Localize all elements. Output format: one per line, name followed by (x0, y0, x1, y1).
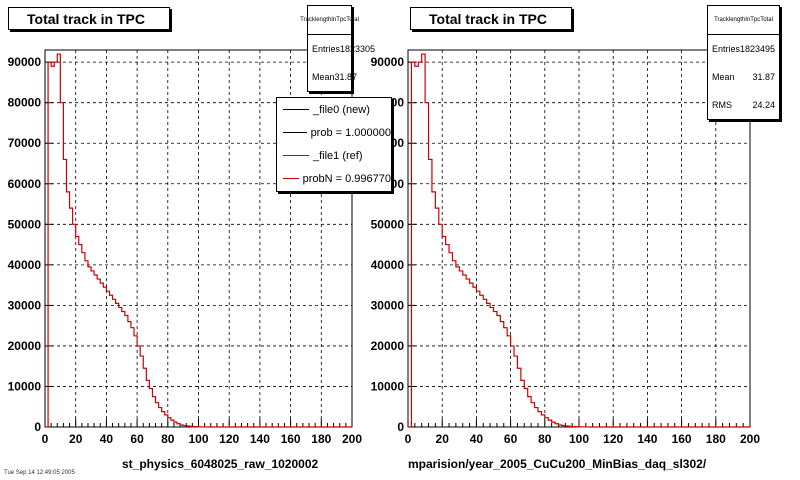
panel1-x-tick-label: 120 (219, 432, 239, 446)
panel2-x-tick-label: 20 (436, 432, 450, 446)
panel1-y-tick-label: 90000 (8, 55, 42, 69)
legend-line-ref (283, 155, 309, 156)
panel2-y-tick-label: 30000 (371, 298, 405, 312)
panel2-stats-rms-label: RMS (712, 100, 732, 110)
panel2-stats-mean-label: Mean (712, 72, 735, 82)
panel1-stats-mean-value: 31.87 (334, 72, 358, 82)
panel1-y-tick-label: 0 (34, 420, 41, 434)
footer-stamp: Tue Sep 14 12:49:05 2005 (4, 470, 75, 476)
panel2-y-tick-label: 20000 (371, 339, 405, 353)
panel1-stats-entries-value: 1823305 (340, 44, 376, 54)
legend-line-probn (283, 178, 299, 179)
panel1-stats-mean-row: Mean 31.87 (308, 63, 357, 91)
panel1-title: Total track in TPC (8, 7, 170, 30)
panel1-y-tick-label: 60000 (8, 177, 42, 191)
panel2-x-tick-label: 40 (470, 432, 484, 446)
legend-entry: prob = 1.000000 (277, 121, 391, 144)
panel2-x-tick-label: 60 (504, 432, 518, 446)
panel2-x-tick-label: 100 (569, 432, 589, 446)
panel1-y-tick-label: 70000 (8, 136, 42, 150)
panel1-y-tick-label: 20000 (8, 339, 42, 353)
panel2-y-tick-label: 10000 (371, 379, 405, 393)
panel1-x-tick-label: 80 (161, 432, 175, 446)
panel2-title: Total track in TPC (410, 7, 572, 30)
panel2-x-tick-label: 180 (706, 432, 726, 446)
panel1-x-tick-label: 140 (250, 432, 270, 446)
panel2-y-tick-label: 40000 (371, 258, 405, 272)
panel1-stats-entries-label: Entries (312, 44, 341, 54)
panel1-y-tick-label: 80000 (8, 96, 42, 110)
panel1-x-title: st_physics_6048025_raw_1020002 (122, 457, 319, 471)
panel2-stats-entries-row: Entries 1823495 (708, 35, 779, 63)
panel2-stats-box: TracklengthInTpcTotal Entries 1823495 Me… (707, 5, 780, 120)
legend-entry: probN = 0.996770 (277, 167, 391, 190)
panel2-stats-name: TracklengthInTpcTotal (708, 6, 779, 35)
panel1-x-tick-label: 60 (130, 432, 144, 446)
panel1-legend: _file0 (new) prob = 1.000000 _file1 (ref… (276, 97, 392, 192)
panel1-y-tick-label: 30000 (8, 298, 42, 312)
panel2-stats-rms-row: RMS 24.24 (708, 91, 779, 119)
panel2-stats-mean-row: Mean 31.87 (708, 63, 779, 91)
panel2-x-tick-label: 120 (603, 432, 623, 446)
panel2-stats-entries-label: Entries (712, 44, 741, 54)
panel1-x-tick-label: 100 (188, 432, 208, 446)
legend-entry: _file1 (ref) (277, 144, 391, 167)
panel2-x-tick-label: 200 (740, 432, 760, 446)
panel1-y-tick-label: 40000 (8, 258, 42, 272)
panel1-stats-box: TracklengthInTpcTotal Entries 1823305 Me… (300, 5, 375, 92)
legend-line-new (283, 109, 309, 110)
legend-line-prob (283, 132, 307, 133)
panel1-x-tick-label: 20 (69, 432, 83, 446)
panel2-stats-entries-value: 1823495 (740, 44, 776, 54)
panel2-x-title: mparision/year_2005_CuCu200_MinBias_daq_… (408, 457, 707, 471)
legend-label: _file1 (ref) (313, 149, 363, 162)
legend-entry: _file0 (new) (277, 98, 391, 121)
legend-label: _file0 (new) (313, 103, 370, 116)
legend-label: probN = 0.996770 (302, 172, 391, 185)
panel2-stats-rms-value: 24.24 (752, 100, 775, 110)
panel2-y-tick-label: 50000 (371, 217, 405, 231)
panel2-x-tick-label: 80 (538, 432, 552, 446)
panel2-y-tick-label: 0 (397, 420, 404, 434)
panel1-x-tick-label: 160 (281, 432, 301, 446)
panel2-x-tick-label: 0 (405, 432, 412, 446)
panel2-stats-mean-value: 31.87 (752, 72, 775, 82)
panel2-histogram-series-0 (408, 53, 750, 428)
panel2-x-tick-label: 160 (672, 432, 692, 446)
panel2-y-tick-label: 90000 (371, 55, 405, 69)
panel1-x-tick-label: 0 (42, 432, 49, 446)
panel1-stats-name: TracklengthInTpcTotal (300, 6, 359, 35)
panel1-y-tick-label: 10000 (8, 379, 42, 393)
panel1-x-tick-label: 180 (311, 432, 331, 446)
panel1-stats-mean-label: Mean (312, 72, 335, 82)
panel1-stats-entries-row: Entries 1823305 (308, 35, 375, 63)
panel1-x-tick-label: 40 (100, 432, 114, 446)
panel1-histogram-series-0 (45, 53, 352, 428)
legend-label: prob = 1.000000 (310, 126, 391, 139)
panel1-x-tick-label: 200 (342, 432, 362, 446)
panel2-x-tick-label: 140 (637, 432, 657, 446)
panel1-y-tick-label: 50000 (8, 217, 42, 231)
